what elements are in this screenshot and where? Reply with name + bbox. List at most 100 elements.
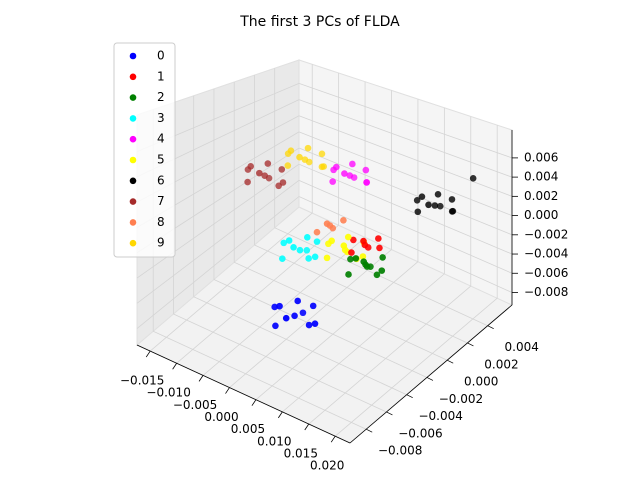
legend-marker: [129, 73, 137, 81]
data-point: [261, 172, 268, 179]
grid-line: [298, 99, 513, 178]
data-point: [279, 179, 287, 186]
z-tick-label: −0.004: [524, 247, 568, 261]
grid-line: [136, 196, 300, 329]
legend-marker: [129, 94, 137, 101]
legend-marker: [129, 115, 137, 122]
data-point: [264, 160, 272, 167]
tick-mark: [426, 377, 434, 381]
legend-label: 1: [157, 69, 165, 83]
grid-line: [298, 131, 513, 216]
data-point: [360, 258, 368, 265]
data-point: [448, 196, 456, 203]
data-point: [303, 234, 311, 241]
data-point: [375, 235, 382, 242]
y-tick-label: 0.004: [505, 340, 539, 354]
data-point: [323, 220, 331, 227]
data-point: [284, 162, 292, 169]
grid-line: [136, 163, 300, 279]
data-point: [305, 255, 312, 262]
tick-mark: [145, 350, 151, 358]
z-tick-label: −0.002: [524, 227, 568, 241]
data-point: [352, 255, 360, 262]
grid-line: [274, 227, 488, 327]
data-point: [434, 191, 442, 198]
data-point: [350, 236, 357, 244]
data-point: [413, 196, 421, 204]
tick-mark: [487, 325, 494, 330]
data-point: [280, 239, 288, 247]
grid-line: [213, 279, 428, 378]
x-tick-label: −0.005: [173, 398, 217, 412]
z-tick-label: 0.000: [524, 208, 558, 222]
data-point: [323, 254, 331, 262]
data-point: [414, 208, 422, 216]
data-point: [347, 255, 354, 263]
data-point: [311, 320, 319, 327]
data-point: [376, 244, 383, 252]
data-point: [304, 144, 312, 152]
grid-line: [282, 273, 445, 413]
legend-marker: [129, 198, 137, 205]
x-tick-label: −0.015: [120, 374, 164, 388]
y-tick-label: −0.006: [398, 426, 442, 440]
tick-mark: [278, 411, 283, 419]
z-tick-label: 0.006: [524, 150, 558, 164]
tick-mark: [467, 342, 474, 347]
tick-mark: [225, 387, 230, 394]
data-point: [282, 314, 290, 322]
legend-label: 0: [157, 49, 165, 63]
legend-label: 7: [157, 194, 165, 208]
x-tick-label: 0.010: [257, 434, 291, 448]
z-tick-label: 0.004: [524, 170, 558, 184]
data-point: [448, 208, 456, 215]
data-point: [309, 302, 317, 310]
grid-line: [298, 83, 513, 159]
grid-line: [149, 212, 313, 352]
grid-line: [229, 249, 392, 388]
legend-marker: [129, 135, 137, 143]
legend-label: 5: [157, 153, 165, 167]
tick-mark: [406, 394, 413, 399]
data-point: [344, 233, 352, 241]
data-point: [349, 160, 356, 168]
data-point: [285, 237, 293, 244]
data-point: [276, 302, 283, 310]
legend-marker: [129, 219, 137, 226]
data-point: [278, 166, 286, 173]
grid-line: [176, 224, 339, 364]
data-point: [318, 150, 326, 158]
legend-marker: [129, 52, 137, 60]
y-tick-label: 0.000: [464, 375, 498, 389]
data-point: [291, 312, 298, 320]
x-tick-label: 0.000: [204, 410, 238, 424]
data-point: [363, 179, 370, 186]
grid-line: [193, 296, 407, 396]
tick-mark: [198, 375, 204, 382]
data-point: [290, 244, 297, 251]
data-point: [340, 242, 348, 250]
data-point: [272, 322, 279, 330]
data-point: [256, 169, 263, 177]
data-point: [313, 228, 321, 236]
data-point: [341, 170, 348, 177]
tick-mark: [251, 399, 257, 406]
data-point: [373, 271, 381, 279]
tick-mark: [366, 428, 373, 433]
data-point: [271, 303, 278, 311]
data-point: [296, 246, 304, 254]
grid-line: [234, 261, 448, 361]
x-axis: [136, 344, 351, 444]
tick-mark: [447, 359, 454, 364]
data-point: [299, 309, 307, 317]
data-point: [469, 175, 477, 182]
data-point: [340, 216, 347, 224]
data-point: [431, 202, 439, 209]
grid-line: [173, 313, 387, 413]
data-point: [360, 237, 367, 245]
data-point: [379, 254, 386, 261]
grid-line: [153, 330, 367, 430]
grid-line: [298, 179, 513, 274]
data-point: [436, 202, 444, 210]
